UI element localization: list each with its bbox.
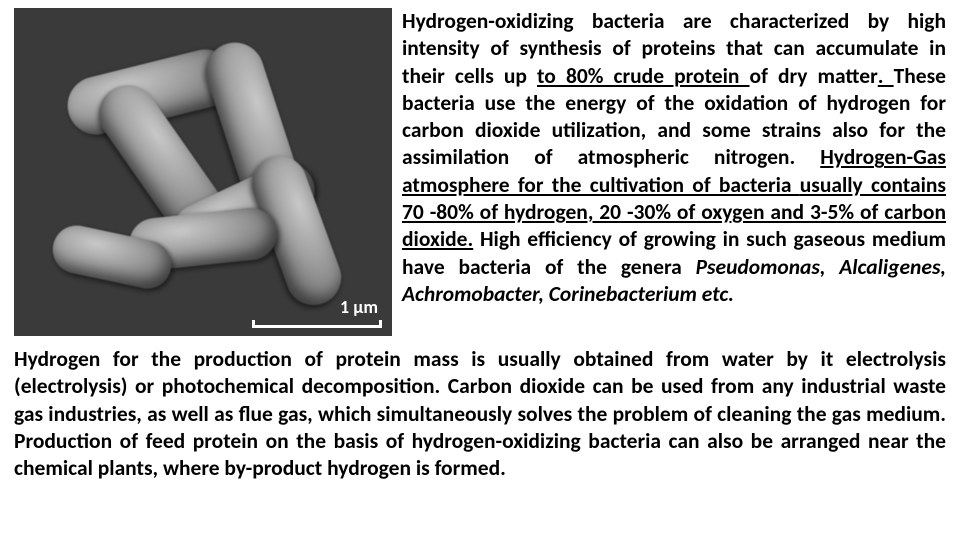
- text: .: [878, 63, 894, 89]
- bacteria-micrograph: 1 µm: [14, 8, 392, 336]
- scale-label: 1 µm: [340, 296, 382, 318]
- scale-bar: 1 µm: [252, 296, 382, 328]
- paragraph-2: Hydrogen for the production of protein m…: [14, 346, 946, 482]
- genus-corinebacterium: Corinebacterium: [549, 281, 702, 307]
- emphasis-80-percent-protein: to 80% crude protein: [537, 63, 749, 89]
- genus-alcaligenes: Alcaligenes,: [839, 254, 946, 280]
- scale-bar-line: [252, 320, 382, 328]
- text: of dry matter: [750, 63, 878, 89]
- term-hydrogen-oxidizing-bacteria: Hydrogen-oxidizing bacteria: [402, 8, 683, 34]
- paragraph-1: Hydrogen-oxidizing bacteria are characte…: [402, 8, 946, 336]
- top-section: 1 µm Hydrogen-oxidizing bacteria are cha…: [14, 8, 946, 336]
- genus-pseudomonas: Pseudomonas,: [696, 254, 826, 280]
- text: etc.: [702, 281, 734, 307]
- text: [825, 254, 839, 280]
- genus-achromobacter: Achromobacter,: [402, 281, 544, 307]
